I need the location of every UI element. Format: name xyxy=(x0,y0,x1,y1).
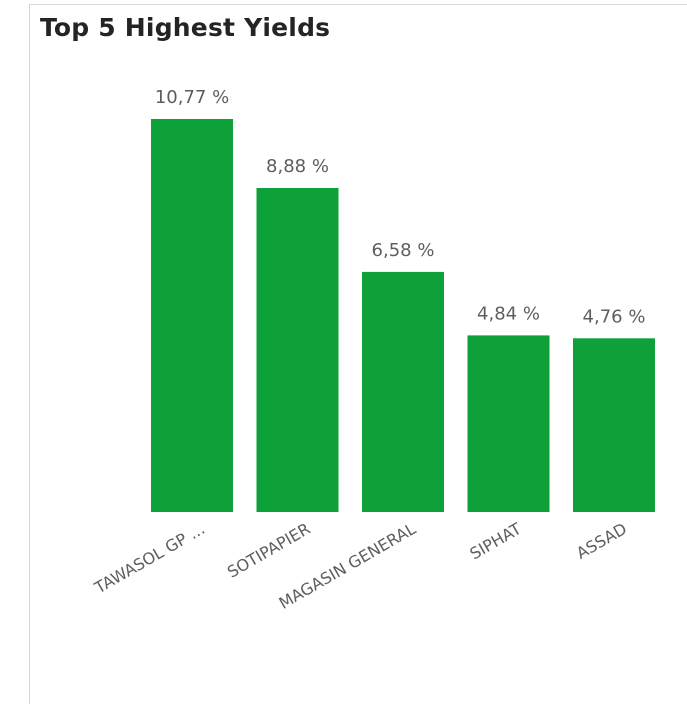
bar-3[interactable] xyxy=(362,271,444,512)
data-label-1: 10,77 % xyxy=(155,87,229,108)
bar-2[interactable] xyxy=(256,188,339,512)
category-label-4: SIPHAT xyxy=(466,519,524,564)
category-label-1: TAWASOL GP ... xyxy=(91,519,208,598)
data-label-2: 8,88 % xyxy=(266,156,329,177)
category-label-5: ASSAD xyxy=(573,519,630,563)
bar-5[interactable] xyxy=(573,338,655,512)
bar-4[interactable] xyxy=(467,335,550,512)
bars-layer xyxy=(151,119,655,512)
bar-1[interactable] xyxy=(151,119,233,512)
category-label-2: SOTIPAPIER xyxy=(224,519,314,582)
data-label-4: 4,84 % xyxy=(477,303,540,324)
chart-title: Top 5 Highest Yields xyxy=(40,13,331,42)
value-labels-layer: 10,77 % 8,88 % 6,58 % 4,84 % 4,76 % xyxy=(155,87,646,327)
data-label-5: 4,76 % xyxy=(583,306,646,327)
data-label-3: 6,58 % xyxy=(372,240,435,261)
